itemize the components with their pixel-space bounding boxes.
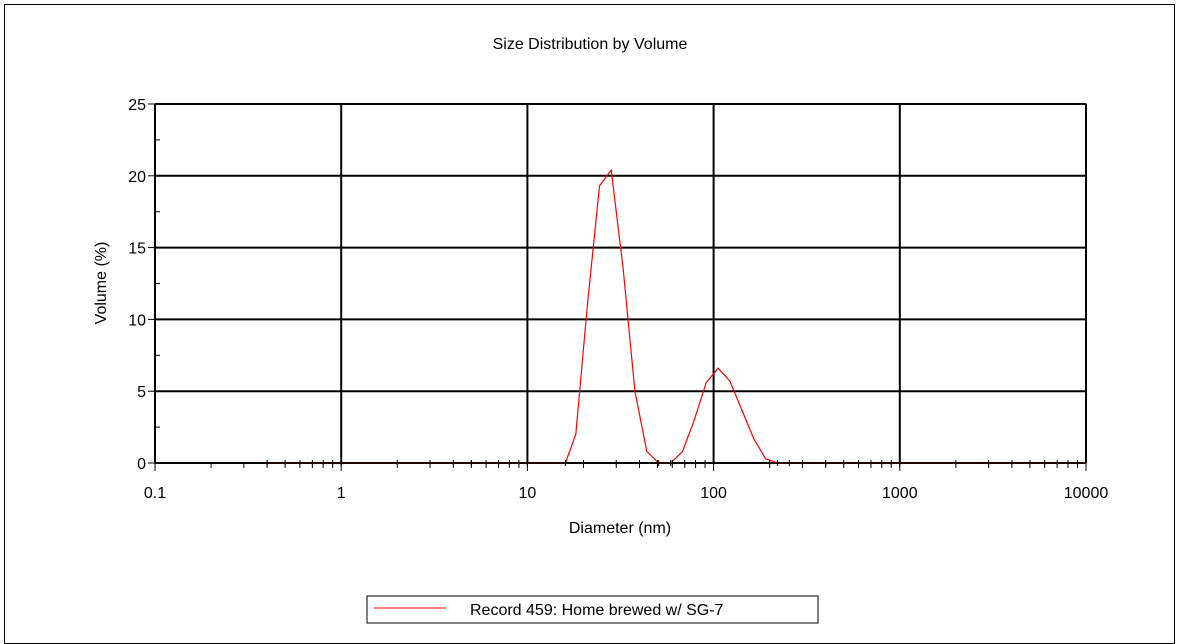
y-axis-label: Volume (%) [93, 242, 110, 325]
x-tick-labels: 0.1 1 10 100 1000 10000 [144, 485, 1108, 502]
y-tick-label: 15 [128, 241, 146, 258]
x-tick-label: 0.1 [144, 485, 166, 502]
legend: Record 459: Home brewed w/ SG-7 [366, 595, 819, 624]
legend-box [366, 595, 819, 624]
x-tick-label: 1000 [882, 485, 918, 502]
series-line [267, 168, 1086, 464]
y-tick-label: 5 [137, 384, 146, 401]
x-tick-label: 1 [337, 485, 346, 502]
y-tick-label: 20 [128, 169, 146, 186]
x-axis-label: Diameter (nm) [569, 520, 671, 537]
grid [154, 103, 1087, 464]
chart-title: Size Distribution by Volume [493, 36, 688, 53]
y-tick-label: 25 [128, 97, 146, 114]
minor-ticks [148, 103, 1087, 471]
y-tick-labels: 0 5 10 15 20 25 [128, 97, 146, 473]
x-tick-label: 10 [519, 485, 537, 502]
legend-entry: Record 459: Home brewed w/ SG-7 [470, 602, 724, 619]
y-tick-label: 0 [137, 456, 146, 473]
x-tick-label: 10000 [1064, 485, 1109, 502]
series-layer [266, 168, 1087, 466]
y-tick-label: 10 [128, 312, 146, 329]
x-tick-label: 100 [700, 485, 727, 502]
plot-area [154, 103, 1087, 464]
